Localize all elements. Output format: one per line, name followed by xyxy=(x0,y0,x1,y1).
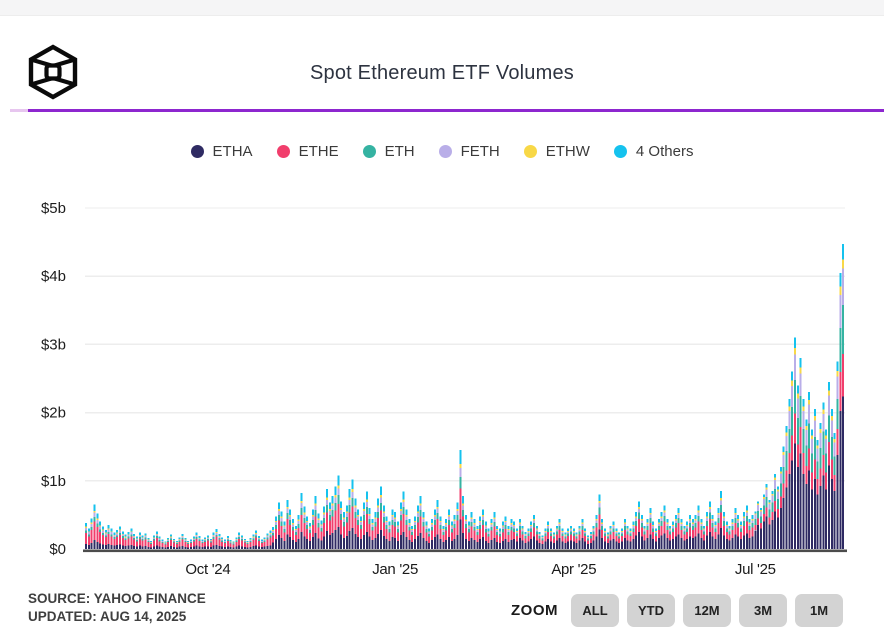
ethw-dot-icon xyxy=(524,145,537,158)
zoom-all-button[interactable]: ALL xyxy=(571,594,619,627)
svg-text:Jan '25: Jan '25 xyxy=(372,561,418,578)
zoom-controls: ZOOM ALL YTD 12M 3M 1M xyxy=(511,594,843,627)
svg-text:Jul '25: Jul '25 xyxy=(735,561,776,578)
svg-text:Oct '24: Oct '24 xyxy=(185,561,230,578)
ethe-dot-icon xyxy=(277,145,290,158)
zoom-3m-button[interactable]: 3M xyxy=(739,594,787,627)
legend-item-feth[interactable]: FETH xyxy=(439,143,500,160)
legend-item-eth[interactable]: ETH xyxy=(363,143,415,160)
legend-item-4-others[interactable]: 4 Others xyxy=(614,143,694,160)
updated-line: UPDATED: AUG 14, 2025 xyxy=(28,608,206,626)
source-line: SOURCE: YAHOO FINANCE xyxy=(28,590,206,608)
legend-item-ethw[interactable]: ETHW xyxy=(524,143,590,160)
others-dot-icon xyxy=(614,145,627,158)
legend-label: ETHE xyxy=(299,143,339,160)
svg-text:Apr '25: Apr '25 xyxy=(551,561,596,578)
svg-text:$5b: $5b xyxy=(41,200,66,217)
accent-bar-fill xyxy=(28,109,884,112)
svg-text:$0: $0 xyxy=(49,541,66,558)
page-top-strip xyxy=(0,0,884,16)
eth-dot-icon xyxy=(363,145,376,158)
svg-text:$3b: $3b xyxy=(41,336,66,353)
svg-text:$1b: $1b xyxy=(41,473,66,490)
legend-item-ethe[interactable]: ETHE xyxy=(277,143,339,160)
svg-text:$4b: $4b xyxy=(41,268,66,285)
zoom-ytd-button[interactable]: YTD xyxy=(627,594,675,627)
legend-item-etha[interactable]: ETHA xyxy=(191,143,253,160)
zoom-12m-button[interactable]: 12M xyxy=(683,594,731,627)
page-title: Spot Ethereum ETF Volumes xyxy=(0,62,884,85)
etha-dot-icon xyxy=(191,145,204,158)
legend-label: ETHW xyxy=(546,143,590,160)
source-attribution: SOURCE: YAHOO FINANCE UPDATED: AUG 14, 2… xyxy=(28,590,206,626)
zoom-1m-button[interactable]: 1M xyxy=(795,594,843,627)
legend-label: ETH xyxy=(385,143,415,160)
legend-label: ETHA xyxy=(213,143,253,160)
feth-dot-icon xyxy=(439,145,452,158)
zoom-label: ZOOM xyxy=(511,602,558,619)
legend-label: FETH xyxy=(461,143,500,160)
chart-card: Spot Ethereum ETF Volumes ETHA ETHE ETH … xyxy=(0,16,884,625)
accent-bar xyxy=(10,109,884,112)
legend-label: 4 Others xyxy=(636,143,694,160)
chart-legend: ETHA ETHE ETH FETH ETHW 4 Others xyxy=(0,143,884,160)
svg-text:$2b: $2b xyxy=(41,405,66,422)
